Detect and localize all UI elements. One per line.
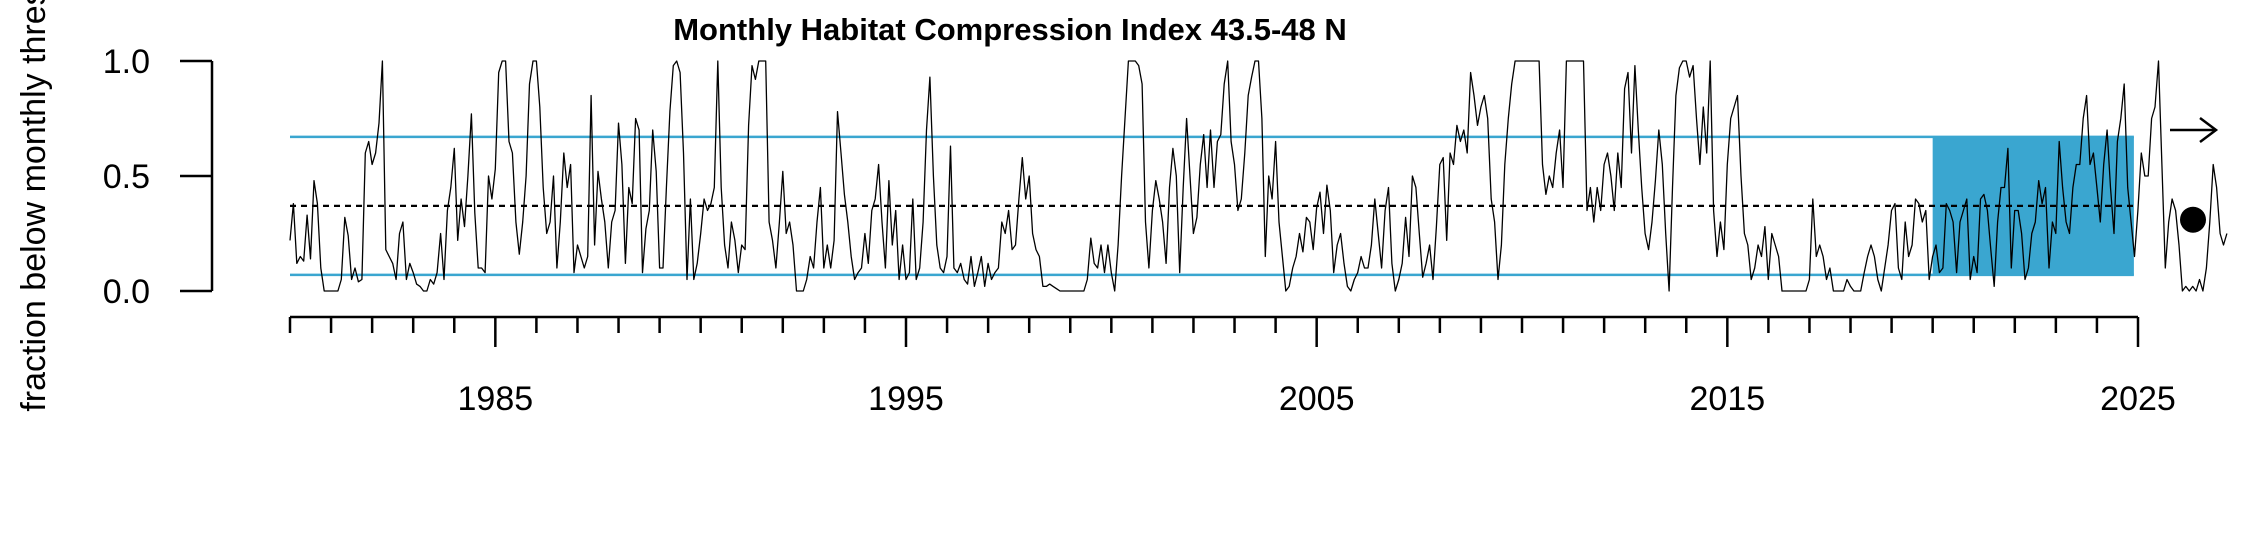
y-axis-label: fraction below monthly thres	[15, 0, 53, 412]
x-tick-label: 1985	[458, 380, 534, 418]
trend-arrow-head-icon	[2199, 117, 2219, 143]
x-tick-label: 2005	[1279, 380, 1355, 418]
x-tick-label: 2015	[1690, 380, 1766, 418]
series-layer	[289, 60, 2228, 292]
axes: 0.0 0.5 1.0 1985 1995 2005 2015 2025	[103, 43, 2176, 418]
y-tick-label: 0.0	[103, 273, 150, 311]
reference-bands	[290, 135, 2134, 277]
x-tick-label: 1995	[868, 380, 944, 418]
y-tick-label: 0.5	[103, 158, 150, 196]
series-line-0	[289, 60, 2228, 292]
status-dot-icon	[2180, 206, 2206, 233]
x-tick-label: 2025	[2100, 380, 2176, 418]
y-tick-label: 1.0	[103, 43, 150, 81]
chart-title: Monthly Habitat Compression Index 43.5-4…	[673, 12, 1347, 47]
indicators	[2170, 117, 2219, 233]
